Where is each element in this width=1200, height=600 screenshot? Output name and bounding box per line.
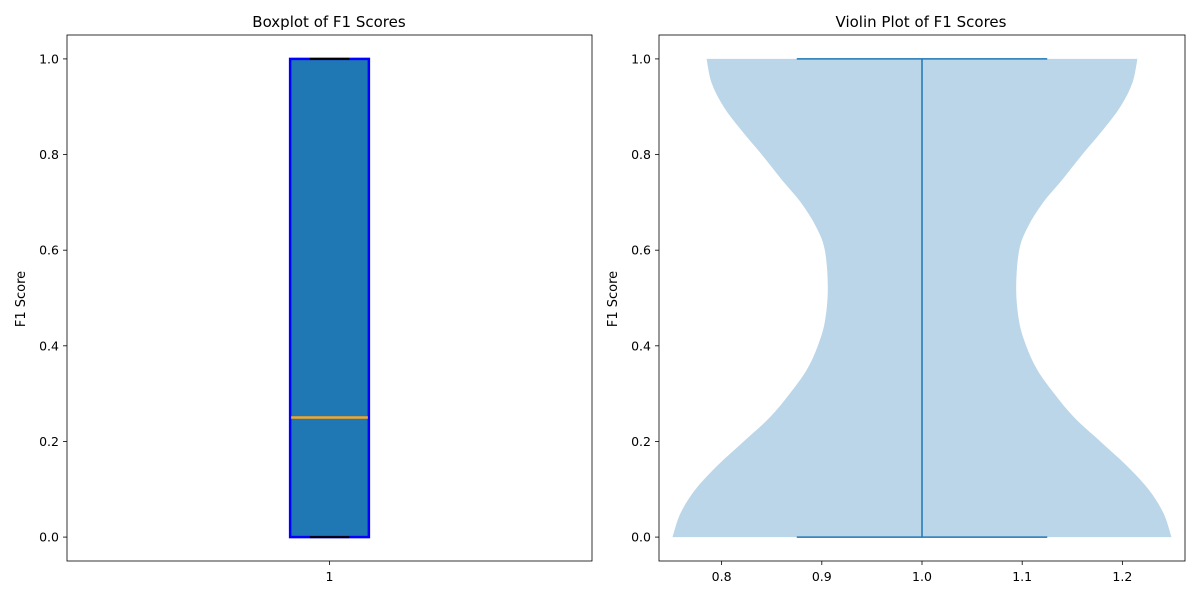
- y-tick-label: 0.2: [631, 434, 651, 449]
- y-tick-label: 1.0: [631, 51, 651, 66]
- x-tick-label: 1: [326, 569, 334, 584]
- x-tick-label: 0.9: [812, 569, 832, 584]
- boxplot-panel: Boxplot of F1 Scores F1 Score 0.00.20.40…: [14, 13, 593, 584]
- y-tick-label: 0.6: [631, 243, 651, 258]
- boxplot-y-axis: 0.0 0.2 0.4 0.6 0.8 1.0: [39, 51, 67, 545]
- x-tick-label: 1.1: [1012, 569, 1032, 584]
- y-tick-label: 0.0: [39, 530, 59, 545]
- violin-plot-area: [672, 58, 1172, 538]
- boxplot-x-axis: 1: [326, 561, 334, 584]
- y-tick-label: 0.8: [39, 147, 59, 162]
- box-body: [288, 57, 371, 539]
- violin-panel: Violin Plot of F1 Scores F1 Score 0.0 0.2…: [606, 13, 1186, 584]
- violin-y-axis: 0.0 0.2 0.4 0.6 0.8 1.0: [631, 51, 659, 545]
- axes-frame: [658, 34, 1186, 562]
- boxplot-ylabel: F1 Score: [14, 271, 29, 327]
- x-tick-label: 1.2: [1112, 569, 1132, 584]
- x-tick-label: 1.0: [912, 569, 932, 584]
- y-tick-label: 0.8: [631, 147, 651, 162]
- axes-frame: [66, 34, 593, 562]
- violin-ylabel: F1 Score: [606, 271, 621, 327]
- y-tick-label: 0.4: [631, 338, 651, 353]
- boxplot-plot-area: [288, 57, 371, 539]
- y-tick-label: 0.2: [39, 434, 59, 449]
- violin-x-axis: 0.8 0.9 1.0 1.1 1.2: [712, 561, 1132, 584]
- y-tick-label: 0.6: [39, 243, 59, 258]
- y-tick-label: 0.0: [631, 530, 651, 545]
- y-tick-label: 1.0: [39, 51, 59, 66]
- boxplot-title: Boxplot of F1 Scores: [252, 13, 406, 31]
- x-tick-label: 0.8: [712, 569, 732, 584]
- y-tick-label: 0.4: [39, 338, 59, 353]
- violin-title: Violin Plot of F1 Scores: [836, 13, 1007, 31]
